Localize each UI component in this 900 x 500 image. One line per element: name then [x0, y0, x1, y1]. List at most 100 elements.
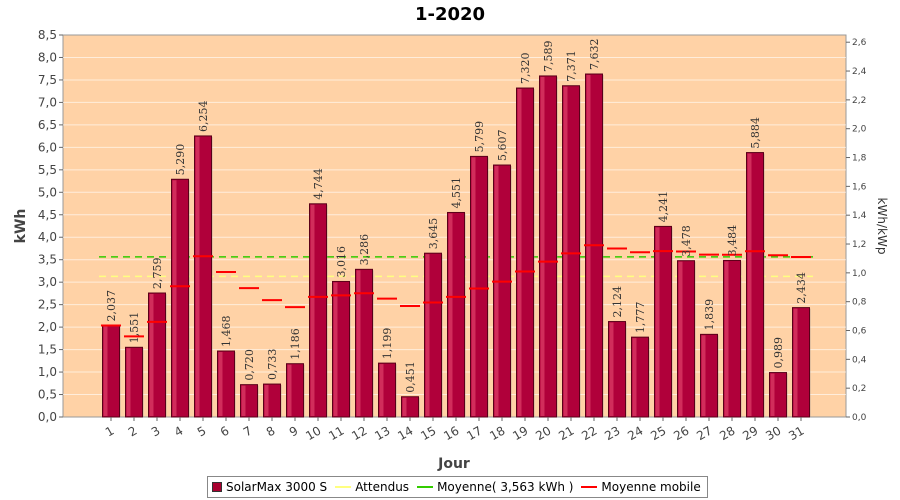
- legend-item-average: Moyenne( 3,563 kWh ): [417, 480, 573, 494]
- x-tick-label: 1: [103, 423, 117, 439]
- y-tick-label: 0,5: [38, 388, 57, 402]
- bar-value-label: 2,759: [151, 258, 164, 290]
- bar-value-label: 3,484: [726, 225, 739, 257]
- x-tick-label: 23: [602, 423, 622, 443]
- y-tick-label: 7,0: [38, 95, 57, 109]
- legend-swatch-production: [212, 482, 222, 492]
- moving-average-steps: [101, 244, 811, 338]
- bar-highlight: [724, 261, 729, 416]
- y-right-tick-label: 0,0: [852, 413, 867, 423]
- bar-value-label: 1,551: [128, 312, 141, 344]
- bar-highlight: [287, 364, 292, 416]
- bar-highlight: [103, 326, 108, 416]
- x-tick-label: 6: [218, 423, 232, 439]
- x-axis-label: Jour: [437, 456, 470, 472]
- bar-highlight: [563, 86, 568, 416]
- bar-value-label: 2,124: [611, 286, 624, 318]
- bar-highlight: [517, 89, 522, 417]
- bar-value-label: 3,016: [335, 246, 348, 278]
- bar-highlight: [310, 204, 315, 416]
- bar-highlight: [701, 335, 706, 416]
- bar-value-label: 4,551: [450, 177, 463, 209]
- x-tick-label: 24: [625, 423, 645, 443]
- x-tick-label: 26: [671, 423, 691, 443]
- legend-item-moving-average: Moyenne mobile: [581, 480, 701, 494]
- y-tick-label: 8,0: [38, 50, 57, 64]
- x-tick-label: 28: [717, 423, 737, 443]
- y-tick-label: 6,0: [38, 140, 57, 154]
- bar-value-label: 1,199: [381, 328, 394, 360]
- bar-value-label: 4,744: [312, 168, 325, 200]
- bar-value-label: 1,839: [703, 299, 716, 331]
- x-tick-label: 18: [487, 423, 507, 443]
- bar-highlight: [655, 227, 660, 416]
- bar-value-label: 1,468: [220, 316, 233, 348]
- legend-label-expected: Attendus: [355, 480, 410, 494]
- y-tick-label: 2,0: [38, 320, 57, 334]
- bar-value-label: 5,290: [174, 144, 187, 176]
- bar-value-label: 7,632: [588, 39, 601, 71]
- bar-value-label: 7,589: [542, 40, 555, 72]
- x-tick-label: 17: [464, 423, 484, 443]
- bar-highlight: [609, 322, 614, 416]
- bar-value-label: 7,371: [565, 50, 578, 82]
- y-right-tick-label: 2,4: [852, 67, 867, 77]
- bar-value-label: 5,607: [496, 130, 509, 162]
- bar-highlight: [747, 153, 752, 417]
- x-tick-label: 16: [441, 423, 461, 443]
- bar-labels: 2,037 1,551 2,759 5,290 6,254 1,468 0,720 0,733…: [105, 39, 808, 393]
- x-tick-label: 12: [349, 423, 369, 443]
- bar-highlight: [218, 352, 223, 416]
- x-tick-label: 8: [264, 423, 278, 439]
- bar-highlight: [379, 364, 384, 416]
- y-right-tick-label: 2,6: [852, 38, 867, 48]
- bar-highlight: [356, 270, 361, 416]
- bar-highlight: [149, 294, 154, 416]
- y-axis-label: kWh: [13, 209, 29, 244]
- bar-value-label: 3,645: [427, 218, 440, 250]
- bar-value-label: 0,451: [404, 361, 417, 393]
- legend-item-production: SolarMax 3000 S: [212, 480, 327, 494]
- x-tick-label: 27: [694, 423, 714, 443]
- x-tick-label: 13: [372, 423, 392, 443]
- bar-value-label: 5,799: [473, 121, 486, 153]
- bar-value-label: 7,320: [519, 53, 532, 85]
- x-tick-label: 25: [648, 423, 668, 443]
- x-tick-label: 31: [786, 423, 806, 443]
- legend-label-moving-average: Moyenne mobile: [601, 480, 701, 494]
- y-tick-label: 0,0: [38, 410, 57, 424]
- y-right-tick-label: 0,2: [852, 384, 866, 394]
- x-tick-label: 2: [126, 423, 140, 439]
- bar-value-label: 1,777: [634, 302, 647, 334]
- y-tick-label: 3,0: [38, 275, 57, 289]
- y-right-tick-label: 1,6: [852, 182, 867, 192]
- bar-value-label: 0,720: [243, 349, 256, 381]
- x-axis: 1 2 3 4 5 6 7 8 9 10 11 12 13 14 15 16 17 18 19 20 21 22 23 24 2…: [103, 417, 807, 443]
- bar-value-label: 2,037: [105, 290, 118, 322]
- legend-label-average: Moyenne( 3,563 kWh ): [437, 480, 574, 494]
- bar-highlight: [494, 166, 499, 416]
- x-tick-label: 4: [172, 423, 186, 439]
- y-tick-label: 8,5: [38, 28, 57, 42]
- y-tick-label: 1,0: [38, 365, 57, 379]
- bar-value-label: 6,254: [197, 100, 210, 132]
- y-right-tick-label: 0,6: [852, 327, 867, 337]
- y-right-tick-label: 1,0: [852, 269, 867, 279]
- bars: [102, 73, 811, 418]
- x-tick-label: 14: [395, 423, 415, 443]
- bar-highlight: [172, 180, 177, 416]
- legend-item-expected: Attendus: [335, 480, 409, 494]
- legend-line-expected: [335, 486, 352, 488]
- x-tick-label: 10: [303, 423, 323, 443]
- bar-highlight: [241, 385, 246, 416]
- bar-highlight: [448, 213, 453, 416]
- bar-highlight: [540, 76, 545, 417]
- y-tick-label: 1,5: [38, 343, 57, 357]
- y-tick-label: 2,5: [38, 298, 57, 312]
- x-tick-label: 5: [195, 423, 209, 439]
- y-tick-label: 6,5: [38, 118, 57, 132]
- bar-value-label: 1,186: [289, 328, 302, 360]
- x-tick-label: 15: [418, 423, 438, 443]
- legend-label-production: SolarMax 3000 S: [226, 480, 328, 494]
- y-right-tick-label: 2,2: [852, 96, 866, 106]
